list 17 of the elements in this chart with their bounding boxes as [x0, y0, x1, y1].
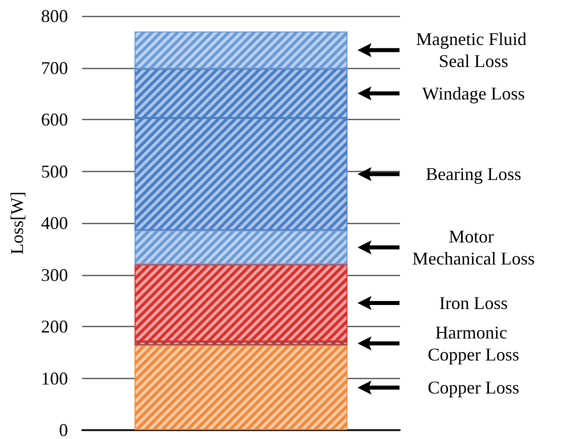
text: Windage Loss [422, 83, 525, 104]
text: Iron Loss [439, 292, 508, 313]
text: Magnetic Fluid Seal Loss [416, 29, 531, 72]
y-axis-title: Loss[W] [7, 192, 27, 254]
y-tick-label: 700 [41, 58, 68, 78]
y-tick-label: 0 [59, 420, 68, 439]
y-tick-label: 200 [41, 316, 68, 336]
y-tick-label: 500 [41, 161, 68, 182]
text: Motor Mechanical Loss [412, 226, 535, 268]
y-tick-label: 300 [41, 264, 68, 285]
y-tick-label: 400 [41, 213, 68, 233]
y-tick-label: 800 [41, 6, 68, 26]
text: Bearing Loss [426, 164, 522, 184]
y-tick-label: 100 [41, 368, 68, 388]
text: Copper Loss [428, 378, 520, 398]
y-tick-label: 600 [41, 110, 68, 130]
text: Harmonic Copper Loss [428, 322, 520, 364]
